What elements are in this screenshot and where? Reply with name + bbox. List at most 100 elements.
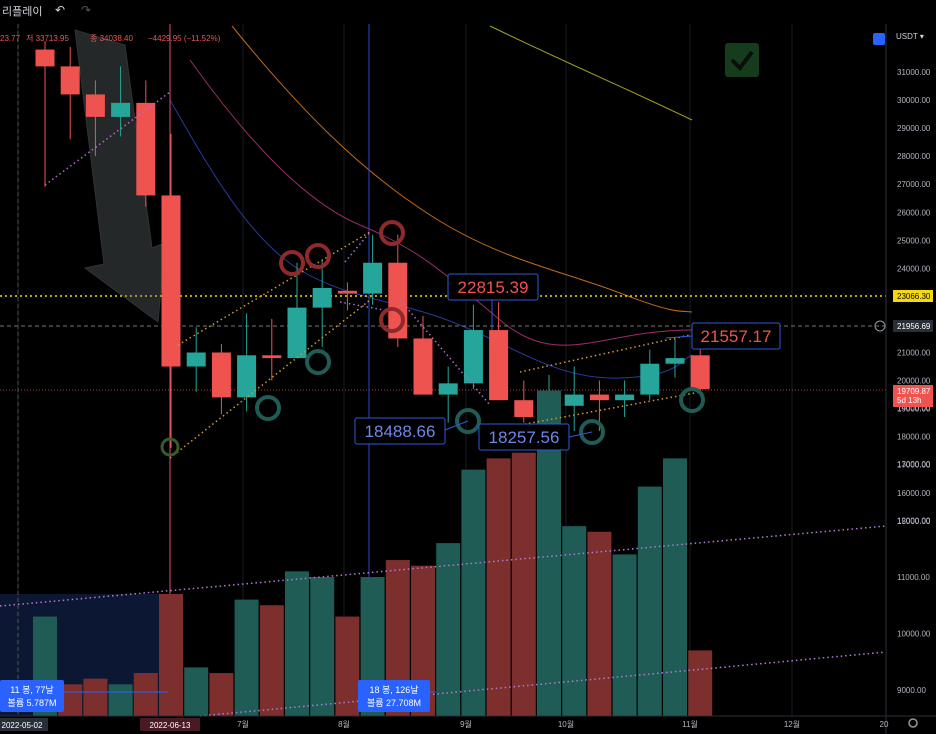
highlight-circle-small xyxy=(160,437,180,457)
candle-body xyxy=(413,338,433,395)
candle xyxy=(136,80,156,207)
price-tick-label: 27000.00 xyxy=(897,180,931,189)
price-tick-label: 11000.00 xyxy=(897,573,930,582)
crosshair-price-badge-text: 21956.69 xyxy=(897,322,931,331)
crosshair-price-badge: 21956.69 xyxy=(893,320,933,332)
add-alert-icon xyxy=(874,320,886,332)
candle-body xyxy=(35,49,55,67)
volume-bar xyxy=(159,593,183,716)
candle-body xyxy=(564,394,584,406)
candle xyxy=(438,366,458,423)
price-tick-label: 10000.00 xyxy=(897,630,931,639)
time-tick-label: 11월 xyxy=(682,719,698,729)
candle-body xyxy=(690,355,710,389)
auto-scale-icon xyxy=(873,33,885,45)
volume-bar xyxy=(234,599,259,716)
highlight-circle-red xyxy=(305,243,331,269)
range-label-bg xyxy=(0,680,64,712)
volume-bar xyxy=(562,526,587,716)
annotation-leader xyxy=(444,420,469,431)
volume-bar xyxy=(587,531,612,716)
candle xyxy=(287,262,307,359)
highlight-circle-green xyxy=(305,349,331,375)
date-badge-text: 2022-05-02 xyxy=(2,721,43,730)
volume-bar xyxy=(461,469,486,716)
price-tick-label: 18000.00 xyxy=(897,433,931,442)
price-tick-label: 16000.00 xyxy=(897,489,931,498)
price-tick-label: 28000.00 xyxy=(897,152,931,161)
date-badge-bg xyxy=(140,718,200,731)
candle-body xyxy=(237,355,257,398)
volume-bar xyxy=(259,605,284,716)
volume-bar xyxy=(436,543,461,716)
annotation-leader xyxy=(568,431,593,438)
trend-line-purple-3 xyxy=(399,299,491,406)
price-tick-label: 21000.00 xyxy=(897,349,931,358)
date-badge-bg xyxy=(0,718,48,731)
price-tick-label: 29000.00 xyxy=(897,124,931,133)
candle xyxy=(640,349,660,401)
undo-icon[interactable]: ↶ xyxy=(55,3,66,17)
candle-body xyxy=(463,330,483,384)
candle xyxy=(262,318,282,381)
price-tick-label: 24000.00 xyxy=(897,264,931,273)
highlight-circle-green xyxy=(679,387,705,413)
gear-ring xyxy=(908,718,918,728)
highlight-circle-green xyxy=(255,395,281,421)
candle-body xyxy=(589,394,609,401)
volume-bar xyxy=(310,577,335,716)
price-tick-label: 14000.00 xyxy=(897,404,931,413)
ohlc-value: 23.77 xyxy=(0,34,21,43)
trend-line-purple-1 xyxy=(44,91,171,186)
settings-gear-icon xyxy=(908,718,918,728)
yellow-level-badge: 23066.30 xyxy=(893,290,933,302)
time-tick-label: 8월 xyxy=(338,719,350,729)
candle xyxy=(312,259,332,347)
check-icon-path xyxy=(730,50,754,72)
candle xyxy=(665,338,685,378)
time-tick-label-clipped: 20 xyxy=(880,720,889,729)
price-axis-bg xyxy=(886,24,936,716)
candle-body xyxy=(287,307,307,359)
price-tick-label: 17000.00 xyxy=(897,461,931,470)
annotation-leader xyxy=(665,335,693,339)
yellow-level-badge-bg xyxy=(893,290,933,302)
last-price-countdown: 5d 13h xyxy=(897,396,921,405)
replay-button[interactable]: 리플레이 xyxy=(2,6,43,18)
volume-bar xyxy=(108,684,133,716)
check-mark-icon xyxy=(725,43,759,77)
ohlc-value: −4429.95 (−11.52%) xyxy=(148,34,221,43)
annotation-box xyxy=(354,417,446,445)
candle-body xyxy=(85,94,105,117)
candle xyxy=(413,316,433,395)
ohlc-value: 종 34038.40 xyxy=(90,34,134,43)
time-tick-label: 7월 xyxy=(237,719,249,729)
range-label-line2: 볼륨 27.708M xyxy=(367,698,421,708)
candle-body xyxy=(60,66,80,95)
candle xyxy=(35,41,55,188)
last-price-badge-text: 19709.87 xyxy=(897,387,931,396)
candle xyxy=(186,327,206,392)
price-tick-label: 9000.00 xyxy=(897,686,926,695)
volume-bar xyxy=(688,650,713,716)
volume-bar xyxy=(612,554,637,716)
redo-icon[interactable]: ↷ xyxy=(81,3,92,17)
last-price-badge-bg xyxy=(893,385,933,407)
candle-body xyxy=(186,352,206,367)
crosshair-price-badge-bg xyxy=(893,320,933,332)
range-label-bg xyxy=(358,680,430,712)
candle xyxy=(211,344,231,415)
trend-line-purple-2 xyxy=(339,301,396,313)
channel-upper-orange xyxy=(177,231,371,346)
highlight-circle-red xyxy=(379,220,405,246)
currency-selector: USDT ▾ xyxy=(896,32,924,41)
volume-bar xyxy=(209,673,234,716)
highlight-circle-red xyxy=(279,250,305,276)
time-tick-label: 9월 xyxy=(460,719,472,729)
check-icon-bg xyxy=(725,43,759,77)
ma-line-magenta xyxy=(189,59,693,346)
trend-line-purple-4 xyxy=(344,231,371,263)
